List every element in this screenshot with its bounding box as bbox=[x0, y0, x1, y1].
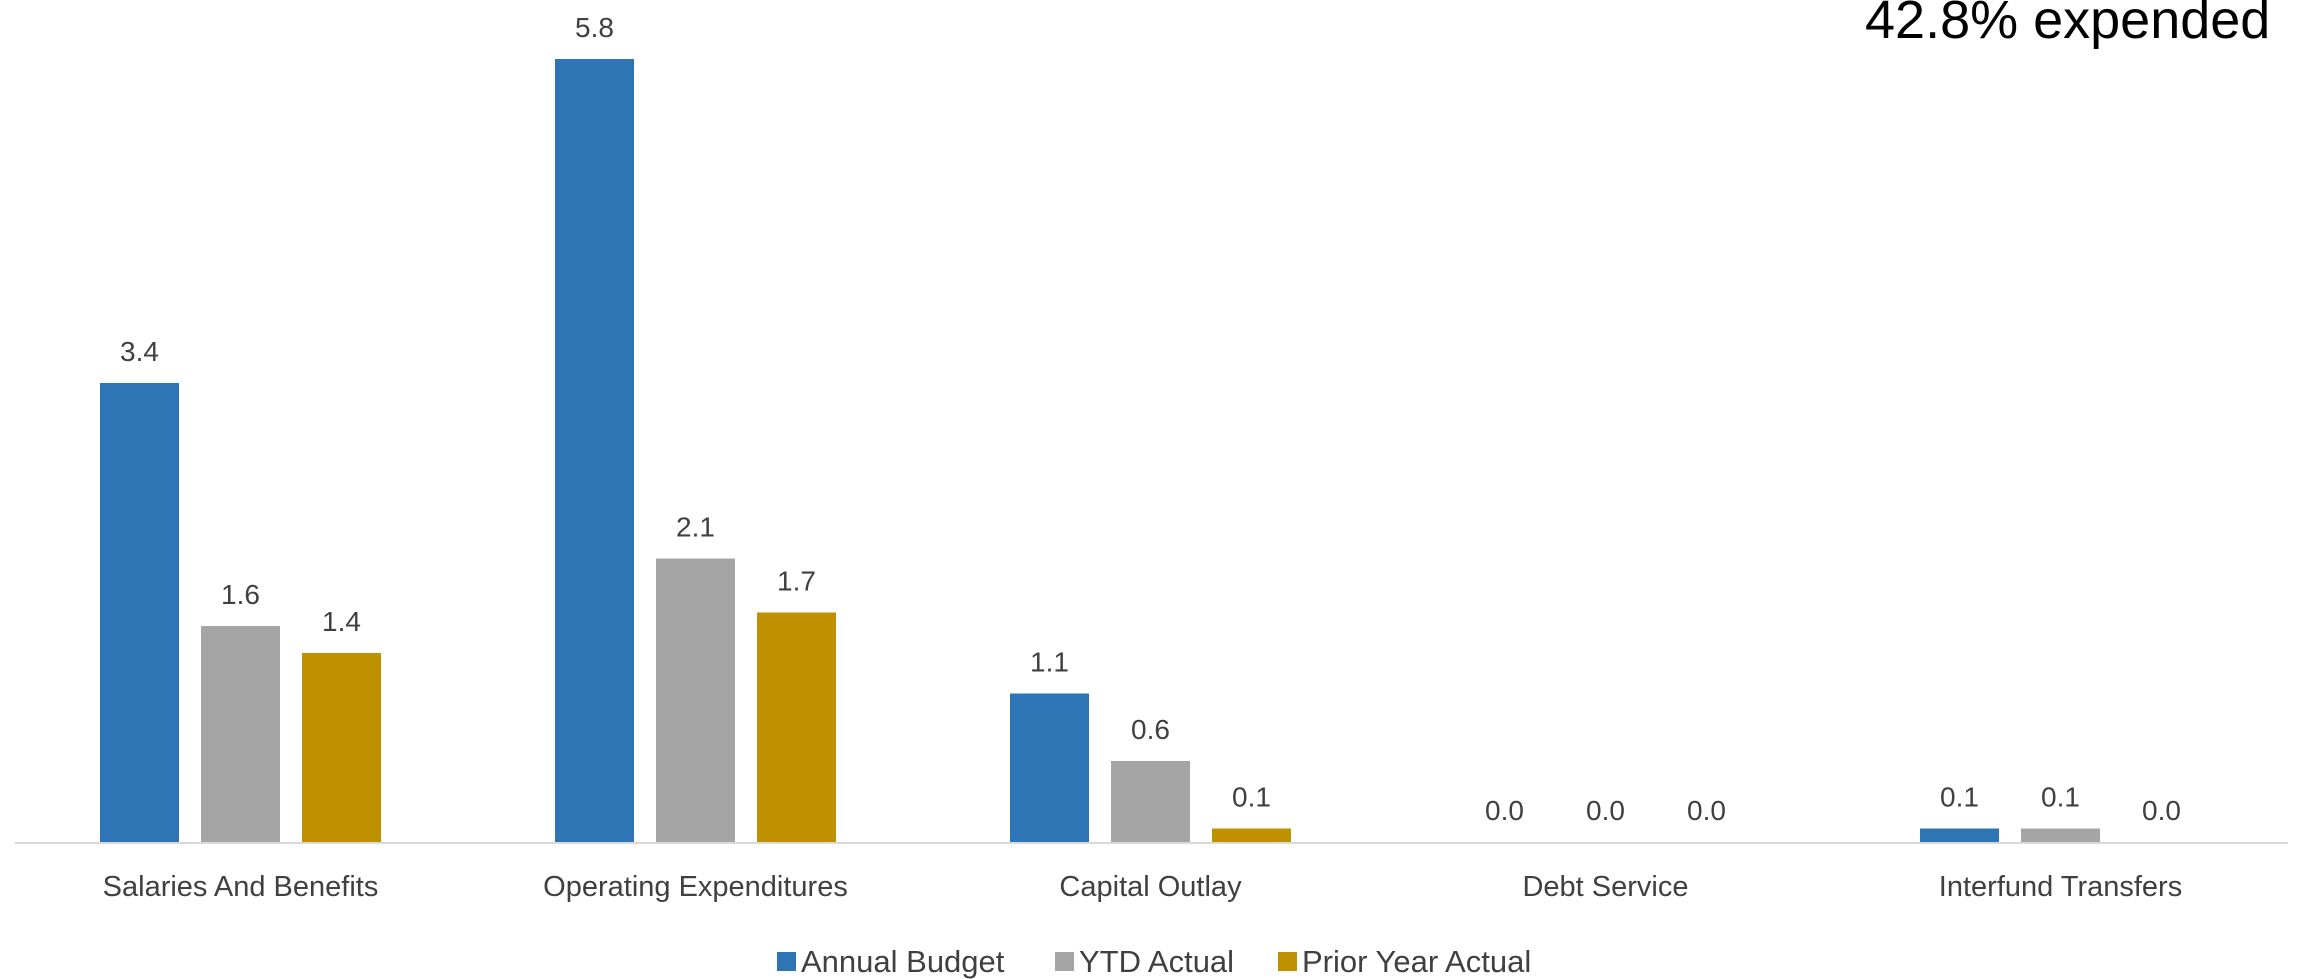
data-label: 0.1 bbox=[2041, 782, 2080, 813]
bar-1-0 bbox=[555, 59, 634, 842]
data-label: 0.0 bbox=[1687, 795, 1726, 826]
legend: Annual Budget YTD Actual Prior Year Actual bbox=[777, 944, 1531, 979]
category-label: Interfund Transfers bbox=[1939, 871, 2182, 903]
data-label: 0.6 bbox=[1131, 714, 1170, 745]
bar-2-0 bbox=[1010, 693, 1089, 842]
data-label: 1.7 bbox=[777, 566, 816, 597]
bars-group bbox=[100, 59, 2100, 842]
data-label: 0.1 bbox=[1232, 782, 1271, 813]
data-label: 0.0 bbox=[1586, 795, 1625, 826]
legend-label: Annual Budget bbox=[801, 944, 1005, 979]
bar-0-0 bbox=[100, 383, 179, 842]
bar-2-1 bbox=[1111, 761, 1190, 842]
bar-1-2 bbox=[757, 612, 836, 842]
data-label: 1.4 bbox=[322, 606, 361, 637]
legend-swatch bbox=[1055, 952, 1074, 971]
data-label: 1.6 bbox=[221, 579, 260, 610]
category-label: Debt Service bbox=[1522, 871, 1688, 903]
data-label: 0.0 bbox=[2142, 795, 2181, 826]
data-label: 0.1 bbox=[1940, 782, 1979, 813]
legend-swatch bbox=[777, 952, 796, 971]
category-labels-group: Salaries And Benefits Operating Expenditu… bbox=[103, 871, 2183, 903]
bar-0-2 bbox=[302, 653, 381, 842]
bar-4-0 bbox=[1920, 828, 1999, 842]
data-label: 2.1 bbox=[676, 512, 715, 543]
legend-swatch bbox=[1278, 952, 1297, 971]
data-label: 1.1 bbox=[1030, 647, 1069, 678]
legend-label: YTD Actual bbox=[1079, 944, 1234, 979]
bar-4-1 bbox=[2021, 828, 2100, 842]
data-label: 0.0 bbox=[1485, 795, 1524, 826]
legend-label: Prior Year Actual bbox=[1302, 944, 1531, 979]
category-label: Operating Expenditures bbox=[543, 871, 848, 903]
data-label: 3.4 bbox=[120, 336, 159, 367]
category-label: Capital Outlay bbox=[1059, 871, 1242, 903]
bar-0-1 bbox=[201, 626, 280, 842]
bar-2-2 bbox=[1212, 828, 1291, 842]
bar-1-1 bbox=[656, 558, 735, 842]
expended-annotation: 42.8% expended bbox=[1865, 0, 2270, 50]
category-label: Salaries And Benefits bbox=[103, 871, 379, 903]
data-label: 5.8 bbox=[575, 12, 614, 43]
data-labels-group: 3.4 1.6 1.4 5.8 2.1 1.7 1.1 0.6 0.1 0.0 0.0 0.0 0.1 0… bbox=[120, 12, 2181, 826]
